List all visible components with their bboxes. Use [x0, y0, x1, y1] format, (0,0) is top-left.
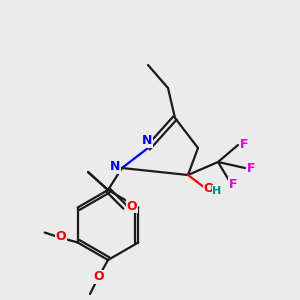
Text: F: F [229, 178, 237, 190]
Text: H: H [212, 186, 222, 196]
Text: O: O [94, 271, 104, 284]
Text: O: O [127, 200, 137, 212]
Text: F: F [247, 161, 255, 175]
Text: N: N [142, 134, 152, 148]
Text: N: N [110, 160, 120, 173]
Text: O: O [204, 182, 214, 194]
Text: F: F [240, 137, 248, 151]
Text: O: O [56, 230, 66, 243]
